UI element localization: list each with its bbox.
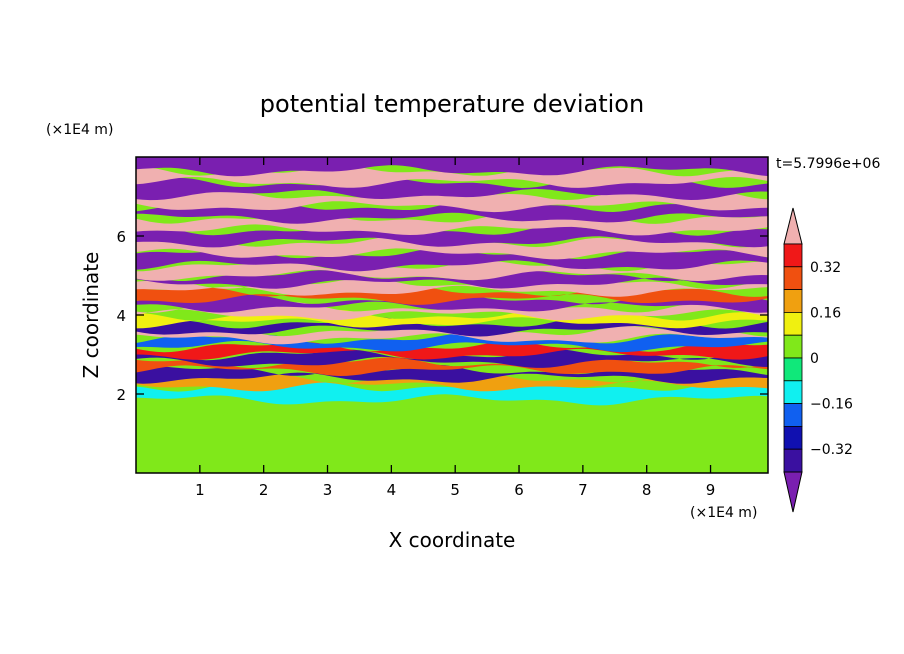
contour-band bbox=[136, 248, 768, 272]
mixed-layer-blob bbox=[283, 434, 346, 472]
mixed-layer-blob bbox=[637, 409, 695, 451]
contour-band bbox=[136, 165, 768, 188]
mixed-layer-blob bbox=[425, 409, 485, 450]
x-tick-label: 3 bbox=[323, 481, 333, 499]
y-tick-label: 6 bbox=[116, 228, 126, 246]
colorbar-top-triangle bbox=[783, 207, 803, 245]
contour-band bbox=[136, 157, 768, 177]
colorbar-box bbox=[783, 380, 803, 404]
y-axis-ticks: 2 4 6 bbox=[116, 228, 768, 404]
colorbar-label: −0.32 bbox=[810, 442, 853, 458]
contour-band bbox=[136, 293, 768, 313]
contour-band bbox=[136, 357, 768, 376]
x-axis-ticks: 1 2 3 4 5 6 7 8 9 bbox=[195, 157, 715, 499]
mixed-layer-blob bbox=[214, 410, 275, 449]
mixed-layer-blob bbox=[152, 419, 197, 464]
colorbar-box bbox=[783, 425, 803, 450]
colorbar-box bbox=[783, 448, 803, 473]
contour-band bbox=[136, 236, 768, 260]
x-tick-label: 4 bbox=[387, 481, 397, 499]
contour-band bbox=[136, 380, 768, 406]
contour-band bbox=[136, 270, 768, 289]
colorbar-box bbox=[783, 334, 803, 359]
colorbar-box bbox=[783, 289, 803, 313]
colorbar-box bbox=[783, 403, 803, 427]
contour-band bbox=[136, 260, 768, 281]
y-axis-label: Z coordinate bbox=[79, 252, 103, 379]
x-unit-label: (×1E4 m) bbox=[690, 505, 757, 521]
colorbar-label: 0.16 bbox=[810, 305, 841, 321]
chart-title: potential temperature deviation bbox=[260, 90, 644, 118]
x-tick-label: 5 bbox=[450, 481, 460, 499]
colorbar bbox=[783, 207, 803, 513]
mixed-layer-blob bbox=[493, 435, 558, 472]
contour-band bbox=[136, 325, 768, 345]
mixed-layer-blob bbox=[570, 419, 621, 463]
colorbar-labels: 0.32 0.16 0 −0.16 −0.32 bbox=[810, 260, 853, 458]
colorbar-label: 0.32 bbox=[810, 260, 841, 276]
colorbar-box bbox=[783, 266, 803, 290]
contour-band bbox=[136, 333, 768, 353]
colorbar-box bbox=[783, 243, 803, 268]
x-tick-label: 6 bbox=[514, 481, 524, 499]
colorbar-bottom-triangle bbox=[783, 471, 803, 513]
y-unit-label: (×1E4 m) bbox=[46, 122, 113, 138]
time-label: t=5.7996e+06 bbox=[776, 156, 880, 172]
colorbar-box bbox=[783, 357, 803, 382]
contour-field bbox=[136, 157, 768, 473]
contour-band bbox=[136, 349, 768, 368]
y-tick-label: 2 bbox=[116, 386, 126, 404]
colorbar-label: 0 bbox=[810, 351, 819, 367]
x-axis-label: X coordinate bbox=[389, 528, 516, 552]
mixed-layer-blob bbox=[361, 419, 409, 464]
x-tick-label: 1 bbox=[195, 481, 205, 499]
colorbar-label: −0.16 bbox=[810, 397, 853, 413]
x-tick-label: 8 bbox=[642, 481, 652, 499]
mixed-layer-blob bbox=[704, 436, 768, 471]
x-tick-label: 7 bbox=[578, 481, 588, 499]
x-tick-label: 2 bbox=[259, 481, 269, 499]
colorbar-box bbox=[783, 311, 803, 336]
x-tick-label: 9 bbox=[706, 481, 716, 499]
y-tick-label: 4 bbox=[116, 307, 126, 325]
